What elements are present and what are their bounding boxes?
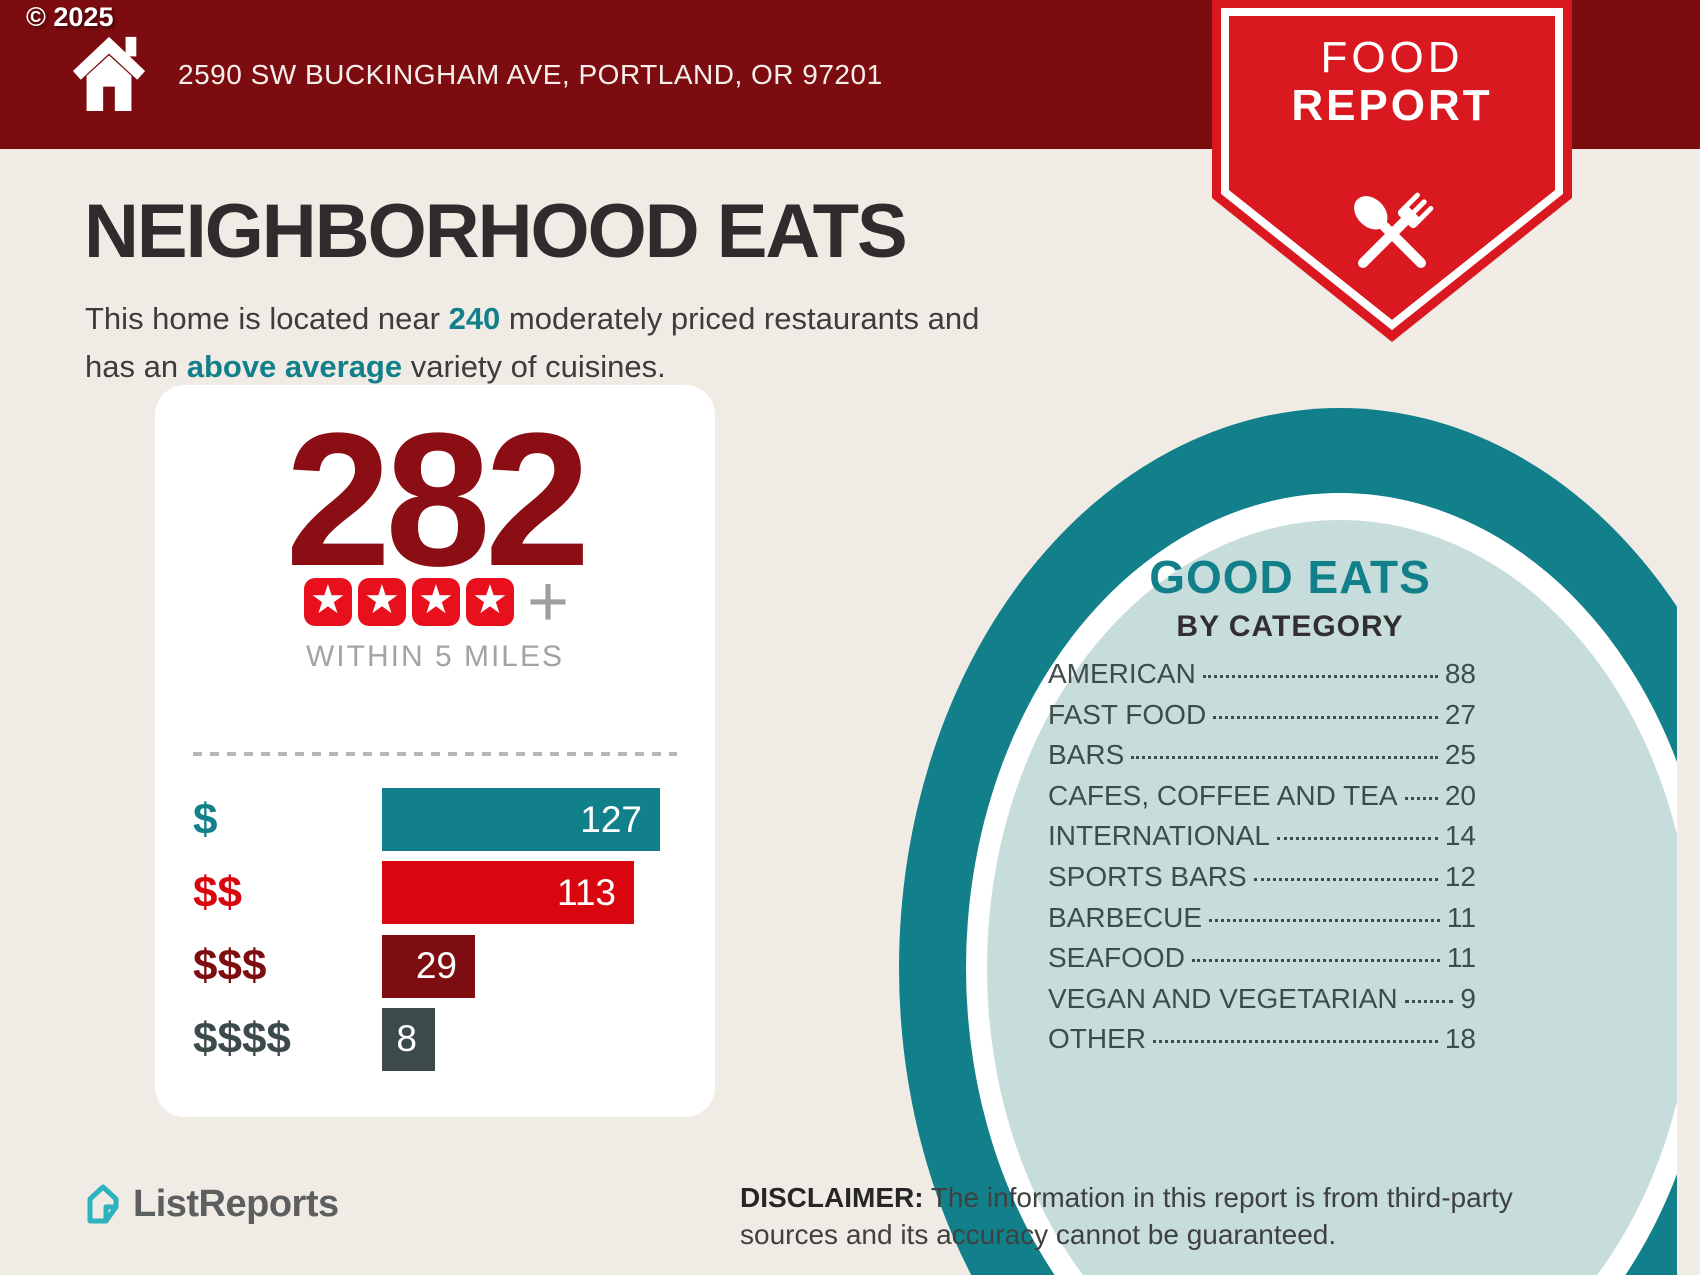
good-eats-title: GOOD EATS — [1149, 551, 1431, 603]
category-row: SEAFOOD 11 — [1048, 942, 1476, 983]
category-row: OTHER 18 — [1048, 1023, 1476, 1064]
dotted-leader — [1404, 796, 1438, 800]
category-value: 9 — [1460, 982, 1476, 1014]
disclaimer-label: DISCLAIMER: — [740, 1182, 924, 1213]
category-label: BARBECUE — [1048, 901, 1203, 933]
category-label: INTERNATIONAL — [1048, 820, 1270, 852]
circle-fill — [987, 520, 1677, 1275]
price-bar-chart: $127 $$ 113 $$$ 29 $$$$ 8 — [155, 385, 715, 1117]
category-row: BARBECUE 11 — [1048, 902, 1476, 943]
dotted-leader — [1191, 959, 1440, 963]
page-subtitle: This home is located near 240 moderately… — [85, 301, 980, 385]
price-tier-label: $$$ — [193, 941, 267, 991]
category-row: CAFES, COFFEE AND TEA 20 — [1048, 780, 1476, 821]
category-label: SEAFOOD — [1048, 942, 1185, 974]
category-value: 27 — [1444, 698, 1476, 730]
star-rating: ★ ★ ★ ★ + — [155, 566, 715, 638]
dotted-leader — [1404, 999, 1454, 1003]
star-icon: ★ — [303, 578, 352, 626]
disclaimer-text: DISCLAIMER: The information in this repo… — [740, 1182, 1513, 1250]
food-report-badge: FOOD REPORT — [1212, 0, 1572, 348]
category-value: 18 — [1444, 1023, 1476, 1055]
price-bar-row: $$$$ 8 — [155, 1007, 715, 1071]
restaurant-count-highlight: 240 — [448, 301, 501, 336]
category-row: SPORTS BARS 12 — [1048, 861, 1476, 902]
price-bar-row: $$$ 29 — [155, 934, 715, 998]
category-value: 20 — [1444, 779, 1476, 811]
listreports-brand-name: ListReports — [133, 1182, 339, 1225]
badge-word-food: FOOD — [1320, 33, 1464, 82]
category-label: CAFES, COFFEE AND TEA — [1048, 779, 1398, 811]
star-icon: ★ — [411, 578, 460, 626]
good-eats-circle-graphic — [0, 149, 1677, 1275]
badge-word-report: REPORT — [1291, 81, 1493, 131]
price-bar-row: $$ 113 — [155, 861, 715, 925]
within-miles-label: WITHIN 5 MILES — [305, 640, 565, 673]
category-label: OTHER — [1048, 1023, 1146, 1055]
restaurant-stats-card: 282 ★ ★ ★ ★ + WITHIN 5 MILES $127 $$ 113 $$$ 29 $… — [155, 385, 715, 1117]
good-eats-subtitle: BY CATEGORY — [1176, 610, 1404, 643]
category-value: 25 — [1444, 739, 1476, 771]
home-icon — [72, 36, 146, 111]
dotted-leader — [1153, 1040, 1438, 1044]
price-tier-label: $$$$ — [193, 1014, 291, 1064]
category-row: INTERNATIONAL 14 — [1048, 820, 1476, 861]
category-value: 11 — [1446, 901, 1476, 933]
dotted-leader — [1253, 877, 1438, 881]
category-label: VEGAN AND VEGETARIAN — [1048, 982, 1398, 1014]
price-bar-row: $127 — [155, 788, 715, 851]
category-value: 14 — [1444, 820, 1476, 852]
dotted-leader — [1209, 918, 1440, 922]
good-eats-heading: GOOD EATS BY CATEGORY — [1100, 550, 1480, 644]
category-value: 11 — [1446, 942, 1476, 974]
dotted-leader — [1131, 756, 1438, 760]
price-tier-bar: 29 — [382, 934, 475, 998]
star-icon: ★ — [465, 578, 514, 626]
listreports-logo-icon — [87, 1184, 119, 1224]
category-list: AMERICAN 88 FAST FOOD 27 BARS 25 CAFES, COFFEE… — [1048, 658, 1476, 1064]
badge-text: FOOD REPORT — [1212, 33, 1572, 131]
price-tier-label: $$ — [193, 867, 242, 917]
price-tier-bar: 8 — [382, 1007, 435, 1071]
price-tier-bar: 127 — [382, 788, 660, 851]
category-value: 88 — [1444, 658, 1476, 689]
category-label: BARS — [1048, 739, 1125, 771]
category-row: VEGAN AND VEGETARIAN 9 — [1048, 983, 1476, 1024]
category-label: SPORTS BARS — [1048, 860, 1247, 892]
dotted-leader — [1202, 675, 1438, 678]
dashed-divider — [193, 752, 677, 756]
price-tier-bar: 113 — [382, 861, 634, 925]
total-restaurant-count: 282 — [285, 394, 590, 606]
copyright-watermark: © 2025 — [26, 2, 114, 32]
category-row: BARS 25 — [1048, 739, 1476, 780]
variety-highlight: above average — [186, 349, 403, 385]
property-address: 2590 SW BUCKINGHAM AVE, PORTLAND, OR 972… — [178, 58, 883, 90]
spoon-fork-icon — [1354, 192, 1434, 268]
page-title: NEIGHBORHOOD EATS — [84, 189, 908, 274]
category-row: AMERICAN 88 — [1048, 658, 1476, 699]
price-tier-label: $ — [193, 794, 218, 844]
star-icon: ★ — [357, 578, 406, 626]
category-label: FAST FOOD — [1048, 698, 1207, 730]
dotted-leader — [1276, 837, 1438, 841]
category-row: FAST FOOD 27 — [1048, 699, 1476, 740]
listreports-brand: ListReports — [85, 1182, 339, 1226]
category-label: AMERICAN — [1048, 658, 1196, 689]
dotted-leader — [1213, 715, 1438, 719]
category-value: 12 — [1444, 860, 1476, 892]
